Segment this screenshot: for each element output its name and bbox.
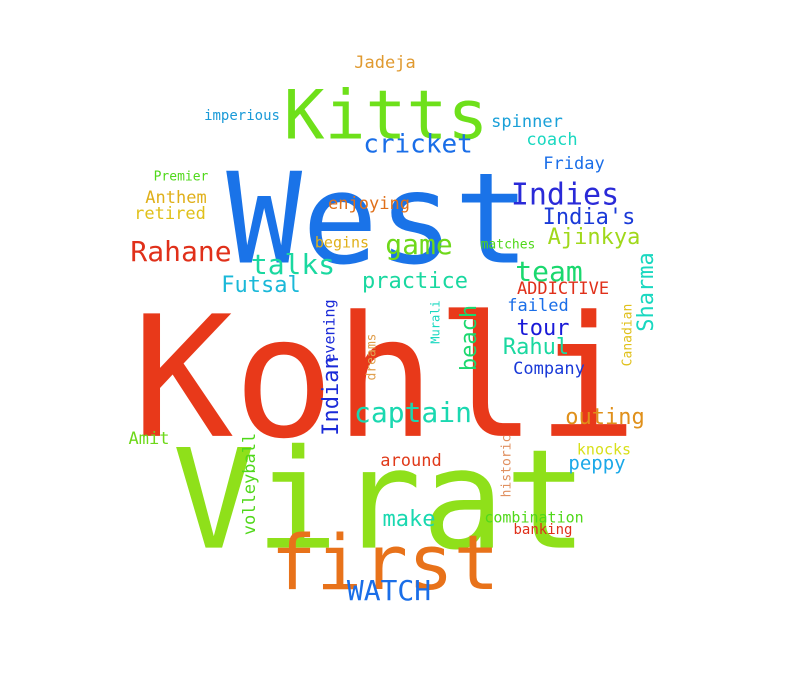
word-west: West: [226, 146, 529, 293]
word-anthem: Anthem: [145, 188, 206, 208]
word-sharma: Sharma: [634, 252, 659, 331]
word-captain: captain: [354, 396, 472, 429]
word-combination: combination: [484, 509, 583, 527]
word-indies: Indies: [511, 178, 619, 213]
word-watch: WATCH: [347, 574, 431, 607]
word-friday: Friday: [543, 154, 604, 174]
word-kitts: Kitts: [284, 77, 489, 156]
word-begins: begins: [315, 234, 369, 252]
word-retired: retired: [134, 204, 206, 224]
word-beach: beach: [457, 305, 482, 371]
word-talks: talks: [251, 248, 335, 281]
word-dreams: dreams: [365, 334, 380, 381]
word-around: around: [380, 451, 441, 471]
word-company: Company: [513, 359, 585, 379]
word-murali: Murali: [429, 300, 443, 343]
word-premier: Premier: [154, 170, 209, 185]
word-imperious: imperious: [204, 108, 280, 124]
word-first: first: [271, 518, 500, 607]
word-kohli: Kohli: [132, 280, 638, 476]
word-india-s: India's: [543, 205, 636, 230]
word-team: team: [515, 255, 582, 288]
word-coach: coach: [526, 130, 577, 150]
word-outing: outing: [565, 405, 644, 430]
word-peppy: peppy: [568, 453, 625, 475]
word-rahul: Rahul: [503, 335, 569, 360]
word-matches: matches: [481, 238, 536, 253]
word-tour: tour: [517, 316, 570, 341]
word-enjoying: enjoying: [328, 194, 410, 214]
word-futsal: Futsal: [221, 273, 300, 298]
word-volleyball: volleyball: [240, 433, 260, 535]
word-rahane: Rahane: [130, 235, 231, 268]
word-make: make: [383, 507, 436, 532]
word-addictive: ADDICTIVE: [517, 279, 609, 299]
word-cricket: cricket: [363, 130, 473, 160]
word-amit: Amit: [129, 429, 170, 449]
word-game: game: [385, 228, 452, 261]
word-knocks: knocks: [577, 441, 631, 459]
word-spinner: spinner: [491, 112, 563, 132]
word-canadian: Canadian: [621, 304, 636, 367]
word-ajinkya: Ajinkya: [548, 225, 641, 250]
word-banking: banking: [513, 522, 572, 538]
word-failed: failed: [507, 296, 568, 316]
word-practice: practice: [362, 269, 468, 294]
word-virat: Virat: [172, 420, 587, 581]
word-indian: Indian: [319, 356, 344, 435]
word-historic: historic: [500, 435, 515, 498]
word-jadeja: Jadeja: [354, 53, 415, 73]
word-evening: evening: [321, 299, 339, 362]
